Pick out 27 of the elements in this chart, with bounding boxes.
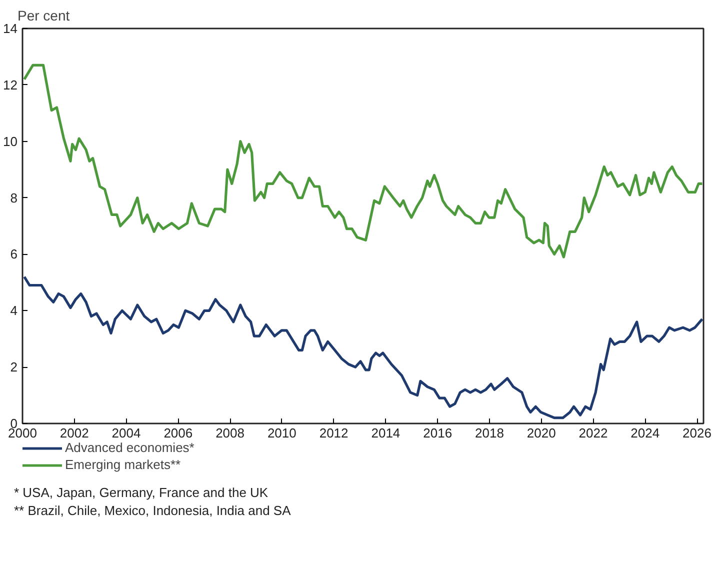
- x-tick-label: 2010: [267, 426, 296, 440]
- y-tick-label: 2: [10, 360, 18, 375]
- y-tick-label: 6: [10, 246, 18, 262]
- text: ** Brazil, Chile, Mexico, Indonesia, India and SA: [14, 502, 291, 520]
- y-tick-label: 10: [3, 134, 18, 149]
- x-tick-label: 2006: [164, 426, 193, 440]
- legend-label: Emerging markets**: [65, 457, 181, 472]
- x-tick-label: 2016: [423, 426, 452, 440]
- line-series: [23, 64, 704, 258]
- y-tick-label: 12: [3, 77, 18, 92]
- x-tick-label: 2024: [630, 426, 660, 440]
- x-tick-label: 2026: [682, 426, 712, 440]
- x-tick-label: 2014: [371, 426, 400, 440]
- y-tick-label: 8: [10, 190, 18, 206]
- x-tick-label: 2018: [475, 426, 504, 440]
- x-tick-label: 2004: [112, 426, 141, 440]
- legend-label: Advanced economies*: [65, 440, 194, 455]
- x-tick-label: 2008: [216, 426, 245, 440]
- text: * USA, Japan, Germany, France and the UK: [14, 484, 268, 502]
- y-tick-label: 4: [10, 303, 18, 318]
- y-tick-label: 14: [3, 21, 18, 36]
- x-tick-label: 2020: [526, 426, 556, 440]
- line-series: [23, 275, 704, 420]
- x-tick-label: 2022: [578, 426, 608, 440]
- y-axis-title: Per cent: [18, 8, 70, 24]
- x-tick-label: 2002: [60, 426, 89, 440]
- x-tick-label: 2012: [319, 426, 348, 440]
